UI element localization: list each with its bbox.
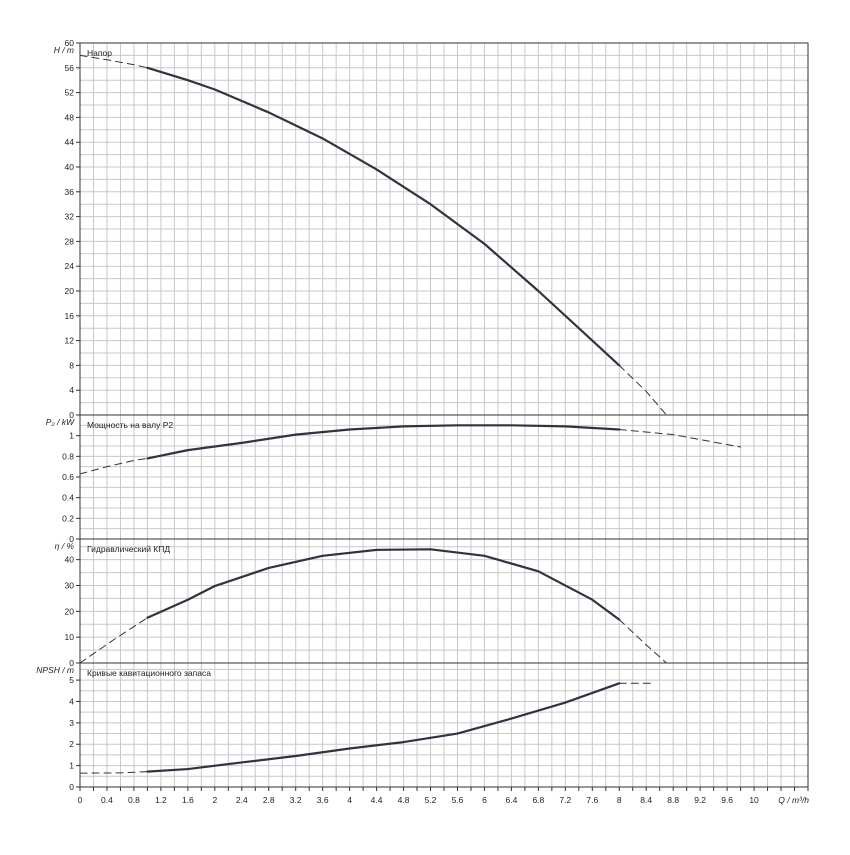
x-tick-label: 7.2: [559, 795, 571, 805]
y-tick-label: 0.6: [62, 472, 74, 482]
x-tick-label: 2: [212, 795, 217, 805]
curve-segment: [146, 682, 621, 773]
y-tick-label: 36: [65, 187, 75, 197]
curve-extrapolated: [79, 457, 148, 475]
curve-segment: [146, 548, 621, 621]
y-tick-label: 40: [65, 162, 75, 172]
y-tick-label: 4: [69, 385, 74, 395]
x-tick-label: 3.2: [290, 795, 302, 805]
panel-title: Кривые кавитационного запаса: [87, 668, 211, 678]
x-tick-label: 5.6: [452, 795, 464, 805]
y-tick-label: 16: [65, 311, 75, 321]
y-tick-label: 32: [65, 212, 75, 222]
y-tick-label: 0.8: [62, 451, 74, 461]
y-axis-label: η / %: [55, 541, 75, 551]
curve-extrapolated: [79, 771, 148, 774]
x-tick-label: 3.6: [317, 795, 329, 805]
y-axis-label: NPSH / m: [36, 665, 74, 675]
x-tick-label: 2.4: [236, 795, 248, 805]
x-tick-label: 8.4: [640, 795, 652, 805]
curve-segment: [146, 66, 621, 367]
y-tick-label: 3: [69, 718, 74, 728]
y-tick-label: 10: [65, 632, 75, 642]
x-tick-label: 5.2: [425, 795, 437, 805]
x-tick-label: 7.6: [586, 795, 598, 805]
y-axis-label: H / m: [54, 45, 74, 55]
curve-extrapolated: [618, 428, 742, 448]
x-tick-label: 0.8: [128, 795, 140, 805]
curve-extrapolated: [618, 619, 667, 664]
x-tick-label: 6.8: [532, 795, 544, 805]
y-tick-label: 28: [65, 236, 75, 246]
x-tick-label: 10: [749, 795, 759, 805]
x-tick-label: 1.6: [182, 795, 194, 805]
y-tick-label: 12: [65, 336, 75, 346]
curve-extrapolated: [79, 617, 148, 664]
x-tick-label: 8.8: [667, 795, 679, 805]
y-tick-label: 5: [69, 675, 74, 685]
y-tick-label: 20: [65, 606, 75, 616]
y-tick-label: 0: [69, 410, 74, 420]
curve-extrapolated: [79, 54, 148, 69]
y-tick-label: 48: [65, 112, 75, 122]
y-tick-label: 0.2: [62, 513, 74, 523]
y-tick-label: 44: [65, 137, 75, 147]
y-tick-label: 2: [69, 739, 74, 749]
y-tick-label: 60: [65, 38, 75, 48]
x-tick-label: 4.8: [398, 795, 410, 805]
y-tick-label: 1: [69, 431, 74, 441]
y-tick-label: 0.4: [62, 493, 74, 503]
y-tick-label: 56: [65, 63, 75, 73]
y-tick-label: 24: [65, 261, 75, 271]
y-tick-label: 8: [69, 360, 74, 370]
x-tick-label: 0.4: [101, 795, 113, 805]
panel-title: Напор: [87, 48, 112, 58]
panel-title: Гидравлический КПД: [87, 544, 170, 554]
y-tick-label: 0: [69, 534, 74, 544]
y-tick-label: 1: [69, 761, 74, 771]
x-tick-label: 2.8: [263, 795, 275, 805]
x-tick-label: 9.6: [721, 795, 733, 805]
x-axis-label: Q / m³/h: [778, 795, 809, 805]
y-tick-label: 30: [65, 581, 75, 591]
x-tick-label: 6.4: [505, 795, 517, 805]
x-tick-label: 6: [482, 795, 487, 805]
y-axis-label: P₂ / kW: [46, 417, 75, 427]
y-tick-label: 0: [69, 782, 74, 792]
y-tick-label: 20: [65, 286, 75, 296]
y-tick-label: 4: [69, 696, 74, 706]
curve-extrapolated: [618, 364, 667, 416]
y-tick-label: 40: [65, 555, 75, 565]
x-tick-label: 9.2: [694, 795, 706, 805]
panel-title: Мощность на валу P2: [87, 420, 173, 430]
y-tick-label: 0: [69, 658, 74, 668]
x-tick-label: 4.4: [371, 795, 383, 805]
x-tick-label: 4: [347, 795, 352, 805]
x-tick-label: 0: [78, 795, 83, 805]
y-tick-label: 52: [65, 88, 75, 98]
curve-segment: [146, 424, 621, 460]
x-tick-label: 8: [617, 795, 622, 805]
x-tick-label: 1.2: [155, 795, 167, 805]
